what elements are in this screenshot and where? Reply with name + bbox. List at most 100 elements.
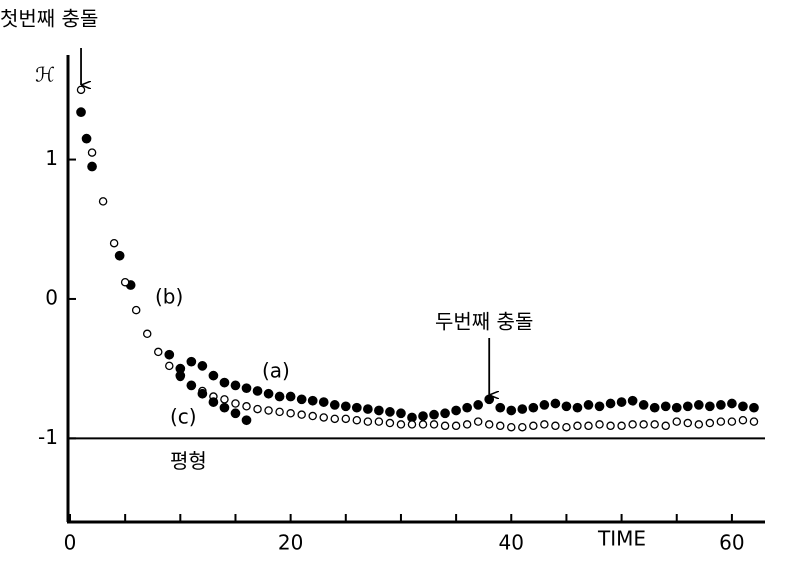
point [451, 405, 461, 416]
x-tick-label: 0 [64, 531, 77, 555]
point [186, 380, 197, 391]
point [429, 409, 439, 420]
point [319, 413, 328, 422]
point [671, 402, 682, 413]
y-tick-label: -1 [38, 425, 58, 449]
point [628, 420, 637, 429]
point [573, 421, 582, 431]
point [473, 400, 484, 410]
point [638, 400, 649, 410]
point [197, 361, 208, 371]
point [165, 361, 174, 371]
point [87, 148, 97, 157]
point [605, 398, 616, 409]
point [540, 420, 549, 429]
point [208, 397, 219, 407]
point [539, 400, 550, 410]
point [186, 356, 197, 367]
point [219, 377, 230, 388]
point [529, 421, 538, 431]
point [660, 401, 671, 412]
point [572, 402, 583, 413]
point [473, 417, 483, 426]
point [220, 395, 229, 404]
point [396, 408, 406, 419]
series-label: (c) [170, 405, 197, 429]
point [76, 85, 86, 95]
point [694, 420, 704, 429]
point [242, 402, 251, 411]
point [275, 407, 284, 417]
point [263, 388, 274, 399]
point [594, 401, 605, 412]
point [407, 420, 417, 429]
point [738, 415, 748, 425]
point [749, 402, 759, 413]
point [418, 420, 428, 429]
point [506, 405, 517, 416]
point [285, 391, 296, 402]
point [584, 421, 593, 431]
point [252, 386, 263, 396]
point [296, 394, 307, 405]
point [352, 415, 362, 425]
point [672, 417, 681, 426]
point [241, 383, 252, 394]
point [175, 370, 186, 381]
annotation: 두번째 충돌 [435, 310, 533, 334]
point [385, 418, 395, 428]
point [705, 418, 715, 428]
point [307, 395, 318, 406]
point [318, 397, 329, 407]
point [297, 410, 306, 419]
point [87, 161, 97, 172]
point [650, 420, 659, 429]
point [429, 420, 439, 429]
point [606, 421, 615, 431]
point [495, 421, 505, 431]
point [329, 400, 340, 410]
point [484, 420, 494, 429]
point [462, 402, 472, 413]
point [274, 391, 285, 402]
point [682, 401, 693, 412]
point [484, 394, 495, 405]
point [164, 349, 175, 360]
x-tick-label: 20 [278, 531, 303, 555]
point [230, 380, 241, 391]
point [562, 422, 571, 432]
point [727, 417, 737, 426]
point [528, 402, 539, 413]
point [507, 422, 516, 432]
point [738, 401, 748, 412]
x-tick-label: 60 [719, 531, 744, 555]
point [197, 388, 208, 399]
point [253, 404, 262, 414]
point [495, 402, 506, 413]
x-axis-label: TIME [597, 527, 646, 551]
point [286, 409, 295, 418]
point [109, 238, 119, 248]
annotation: 첫번째 충돌 [0, 7, 98, 31]
point [639, 420, 648, 429]
point [340, 401, 351, 412]
point [385, 407, 395, 417]
point [704, 401, 715, 412]
point [374, 417, 384, 426]
point [462, 420, 472, 429]
point [363, 404, 373, 414]
point [617, 421, 626, 431]
point [341, 414, 351, 424]
point [114, 250, 125, 261]
y-axis-label: ℋ [35, 63, 55, 87]
point [716, 417, 726, 426]
point [308, 411, 317, 421]
point [330, 414, 340, 424]
point [693, 400, 704, 410]
point [595, 420, 604, 429]
point [583, 400, 594, 410]
point [131, 305, 141, 315]
point [230, 408, 241, 419]
point [661, 421, 670, 431]
point [749, 417, 759, 426]
